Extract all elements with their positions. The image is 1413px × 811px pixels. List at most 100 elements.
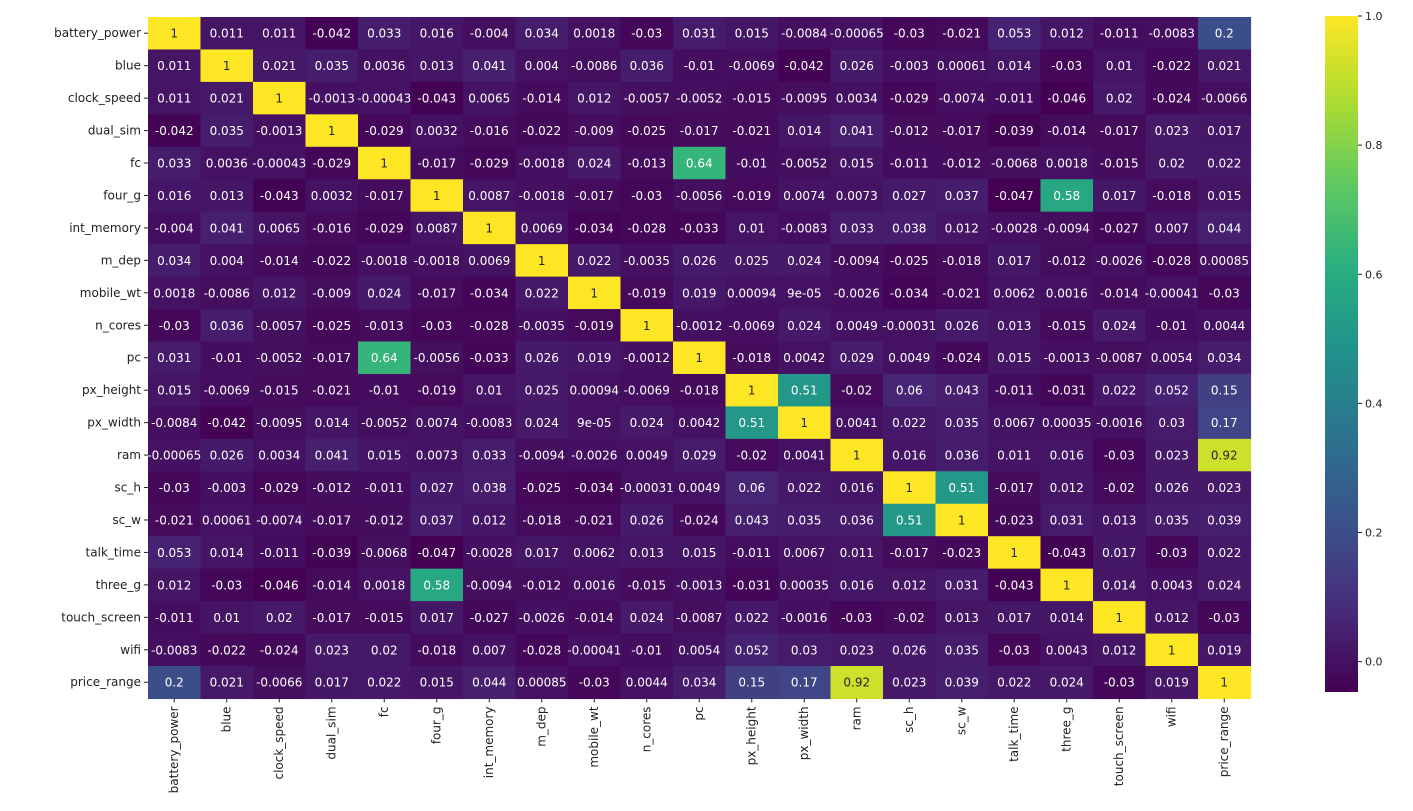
heatmap-cell: [358, 601, 412, 635]
cell-value-label: -0.046: [1047, 92, 1086, 106]
cell-value-label: -0.0084: [151, 416, 197, 430]
cell-value-label: 0.017: [1102, 546, 1136, 560]
cell-value-label: -0.028: [522, 643, 561, 657]
heatmap-cell: [935, 536, 989, 570]
heatmap-cell: [1145, 406, 1199, 440]
cell-value-label: 0.02: [371, 643, 398, 657]
heatmap-cell: [410, 406, 464, 440]
heatmap-cell: [410, 536, 464, 570]
cell-value-label: 0.024: [367, 286, 401, 300]
heatmap-cell: [515, 211, 569, 245]
cell-value-label: 0.012: [892, 578, 926, 592]
heatmap-cell: [1145, 568, 1199, 602]
cell-value-label: 1: [170, 27, 178, 41]
heatmap-cell: [200, 49, 254, 83]
cell-value-label: -0.034: [470, 286, 509, 300]
cell-value-label: 0.01: [738, 221, 765, 235]
cell-value-label: -0.0026: [519, 611, 565, 625]
heatmap-cell: [515, 406, 569, 440]
heatmap-cell: [253, 114, 307, 148]
heatmap-cell: [935, 568, 989, 602]
heatmap-cell: [883, 276, 937, 310]
cell-value-label: 0.013: [630, 546, 664, 560]
heatmap-cell: [883, 81, 937, 115]
heatmap-cell: [148, 17, 202, 51]
heatmap-cell: [725, 406, 779, 440]
cell-value-label: -0.039: [312, 546, 351, 560]
cell-value-label: -0.0068: [361, 546, 407, 560]
cell-value-label: -0.0016: [1096, 416, 1142, 430]
heatmap-cell: [305, 633, 359, 667]
heatmap-cell: [200, 406, 254, 440]
heatmap-cell: [1198, 114, 1252, 148]
heatmap-cell: [1093, 211, 1147, 245]
x-tick-label: price_range: [1217, 706, 1231, 777]
heatmap-cell: [1145, 373, 1199, 407]
heatmap-cell: [463, 309, 517, 343]
heatmap-cell: [515, 666, 569, 700]
heatmap-cell: [200, 373, 254, 407]
y-tick-label: pc: [127, 351, 141, 365]
cell-value-label: 0.015: [682, 546, 716, 560]
heatmap-cell: [1198, 146, 1252, 180]
cell-value-label: 0.019: [1155, 676, 1189, 690]
cell-value-label: -0.012: [1047, 254, 1086, 268]
cell-value-label: -0.0095: [256, 416, 302, 430]
heatmap-cell: [830, 309, 884, 343]
y-tick-label: sc_w: [112, 513, 141, 527]
heatmap-cell: [673, 179, 727, 213]
heatmap-cell: [883, 49, 937, 83]
cell-value-label: -0.03: [1209, 286, 1240, 300]
heatmap-cell: [1145, 179, 1199, 213]
heatmap-cell: [935, 276, 989, 310]
cell-value-label: 0.0032: [311, 189, 353, 203]
cell-value-label: -0.003: [890, 59, 929, 73]
cell-value-label: -0.01: [1156, 319, 1187, 333]
cell-value-label: 0.51: [738, 416, 765, 430]
cell-value-label: -0.0035: [519, 319, 565, 333]
heatmap-cell: [568, 568, 622, 602]
cell-value-label: 0.031: [157, 351, 191, 365]
cell-value-label: -0.00065: [147, 449, 201, 463]
cell-value-label: -0.017: [312, 351, 351, 365]
cell-value-label: 0.00035: [779, 578, 829, 592]
heatmap-cell: [988, 309, 1042, 343]
cell-value-label: -0.03: [1104, 676, 1135, 690]
heatmap-cell: [148, 503, 202, 537]
cell-value-label: -0.042: [155, 124, 194, 138]
cell-value-label: 0.022: [892, 416, 926, 430]
heatmap-cell: [200, 17, 254, 51]
cell-value-label: 0.022: [787, 481, 821, 495]
cell-value-label: -0.03: [159, 319, 190, 333]
heatmap-cell: [515, 276, 569, 310]
cell-value-label: -0.018: [522, 513, 561, 527]
cell-value-label: -0.047: [995, 189, 1034, 203]
heatmap-cell: [673, 568, 727, 602]
cell-value-label: -0.022: [207, 643, 246, 657]
heatmap-cell: [568, 17, 622, 51]
cell-value-label: 0.034: [157, 254, 191, 268]
heatmap-cell: [358, 244, 412, 278]
heatmap-cell: [988, 276, 1042, 310]
cell-value-label: 9e-05: [577, 416, 612, 430]
cell-value-label: -0.019: [417, 384, 456, 398]
cell-value-label: -0.017: [417, 286, 456, 300]
cell-value-label: -0.0028: [466, 546, 512, 560]
cell-value-label: -0.015: [365, 611, 404, 625]
cell-value-label: -0.03: [1156, 546, 1187, 560]
cell-value-label: 0.037: [420, 513, 454, 527]
cell-value-label: 0.017: [315, 676, 349, 690]
cell-value-label: -0.015: [1047, 319, 1086, 333]
heatmap-cell: [410, 633, 464, 667]
cell-value-label: 0.037: [945, 189, 979, 203]
heatmap-cell: [1145, 146, 1199, 180]
cell-value-label: 0.052: [1155, 384, 1189, 398]
cell-value-label: -0.03: [159, 481, 190, 495]
cell-value-label: 0.011: [840, 546, 874, 560]
heatmap-cell: [1093, 17, 1147, 51]
cell-value-label: 0.92: [1211, 449, 1238, 463]
heatmap-cell: [778, 601, 832, 635]
cell-value-label: 0.012: [945, 221, 979, 235]
heatmap-cell: [410, 471, 464, 505]
cell-value-label: 0.021: [1207, 59, 1241, 73]
